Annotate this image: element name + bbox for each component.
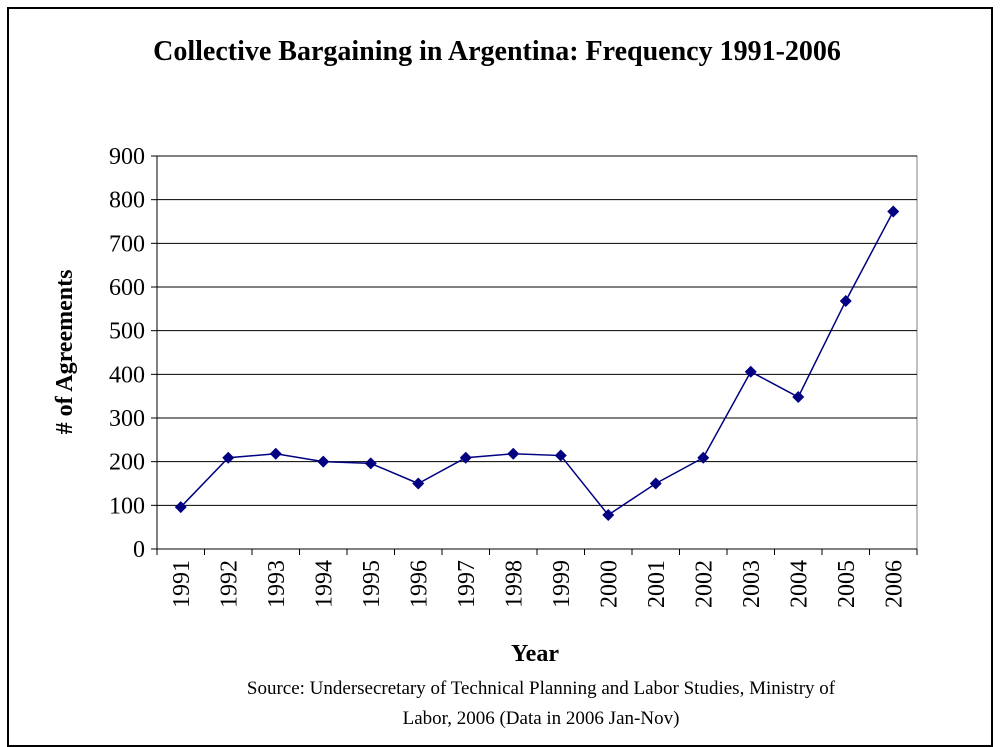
data-point [364, 457, 377, 470]
data-point [744, 365, 757, 378]
x-tick-label: 1992 [216, 560, 242, 608]
x-tick-label: 2000 [596, 560, 622, 608]
x-tick-label: 1995 [359, 560, 385, 608]
data-point [174, 501, 187, 514]
x-tick-label: 1991 [169, 560, 195, 608]
x-tick-label: 1993 [264, 560, 290, 608]
y-tick-label: 800 [109, 188, 145, 214]
y-tick-label: 600 [109, 275, 145, 301]
data-point [697, 451, 710, 464]
y-tick-label: 0 [133, 537, 145, 563]
data-point [887, 205, 900, 218]
data-point [412, 477, 425, 490]
y-tick-label: 500 [109, 319, 145, 345]
y-tick-label: 200 [109, 450, 145, 476]
x-tick-label: 2001 [644, 560, 670, 608]
y-tick-label: 400 [109, 362, 145, 388]
x-tick-label: 1998 [501, 560, 527, 608]
data-point [839, 294, 852, 307]
source-line-2: Labor, 2006 (Data in 2006 Jan-Nov) [403, 708, 680, 729]
plot-border [156, 155, 918, 550]
x-tick-label: 1996 [406, 560, 432, 608]
data-point [649, 477, 662, 490]
data-point [507, 447, 520, 460]
data-point [554, 449, 567, 462]
y-axis-title: # of Agreements [52, 270, 78, 435]
x-axis-title: Year [511, 641, 559, 667]
x-tick-label: 2006 [881, 560, 907, 608]
x-tick-label: 2003 [739, 560, 765, 608]
series-line [180, 211, 894, 516]
y-tick-label: 700 [109, 231, 145, 257]
data-point [792, 391, 805, 404]
data-point [269, 447, 282, 460]
y-tick-label: 100 [109, 493, 145, 519]
data-point [602, 508, 615, 521]
data-point [459, 451, 472, 464]
chart-frame [7, 7, 993, 747]
x-tick-label: 1999 [549, 560, 575, 608]
x-tick-label: 1994 [311, 560, 337, 608]
y-tick-label: 300 [109, 406, 145, 432]
x-tick-label: 2004 [786, 560, 812, 608]
data-point [317, 455, 330, 468]
y-tick-label: 900 [109, 144, 145, 170]
source-line-1: Source: Undersecretary of Technical Plan… [247, 678, 836, 699]
x-tick-label: 2002 [691, 560, 717, 608]
data-point [222, 451, 235, 464]
x-tick-label: 1997 [454, 560, 480, 608]
x-tick-label: 2005 [834, 560, 860, 608]
plot-area: 0 100 200 300 400 500 600 700 800 900 1991 1992 1993… [109, 144, 918, 608]
chart-title: Collective Bargaining in Argentina: Freq… [153, 36, 841, 67]
